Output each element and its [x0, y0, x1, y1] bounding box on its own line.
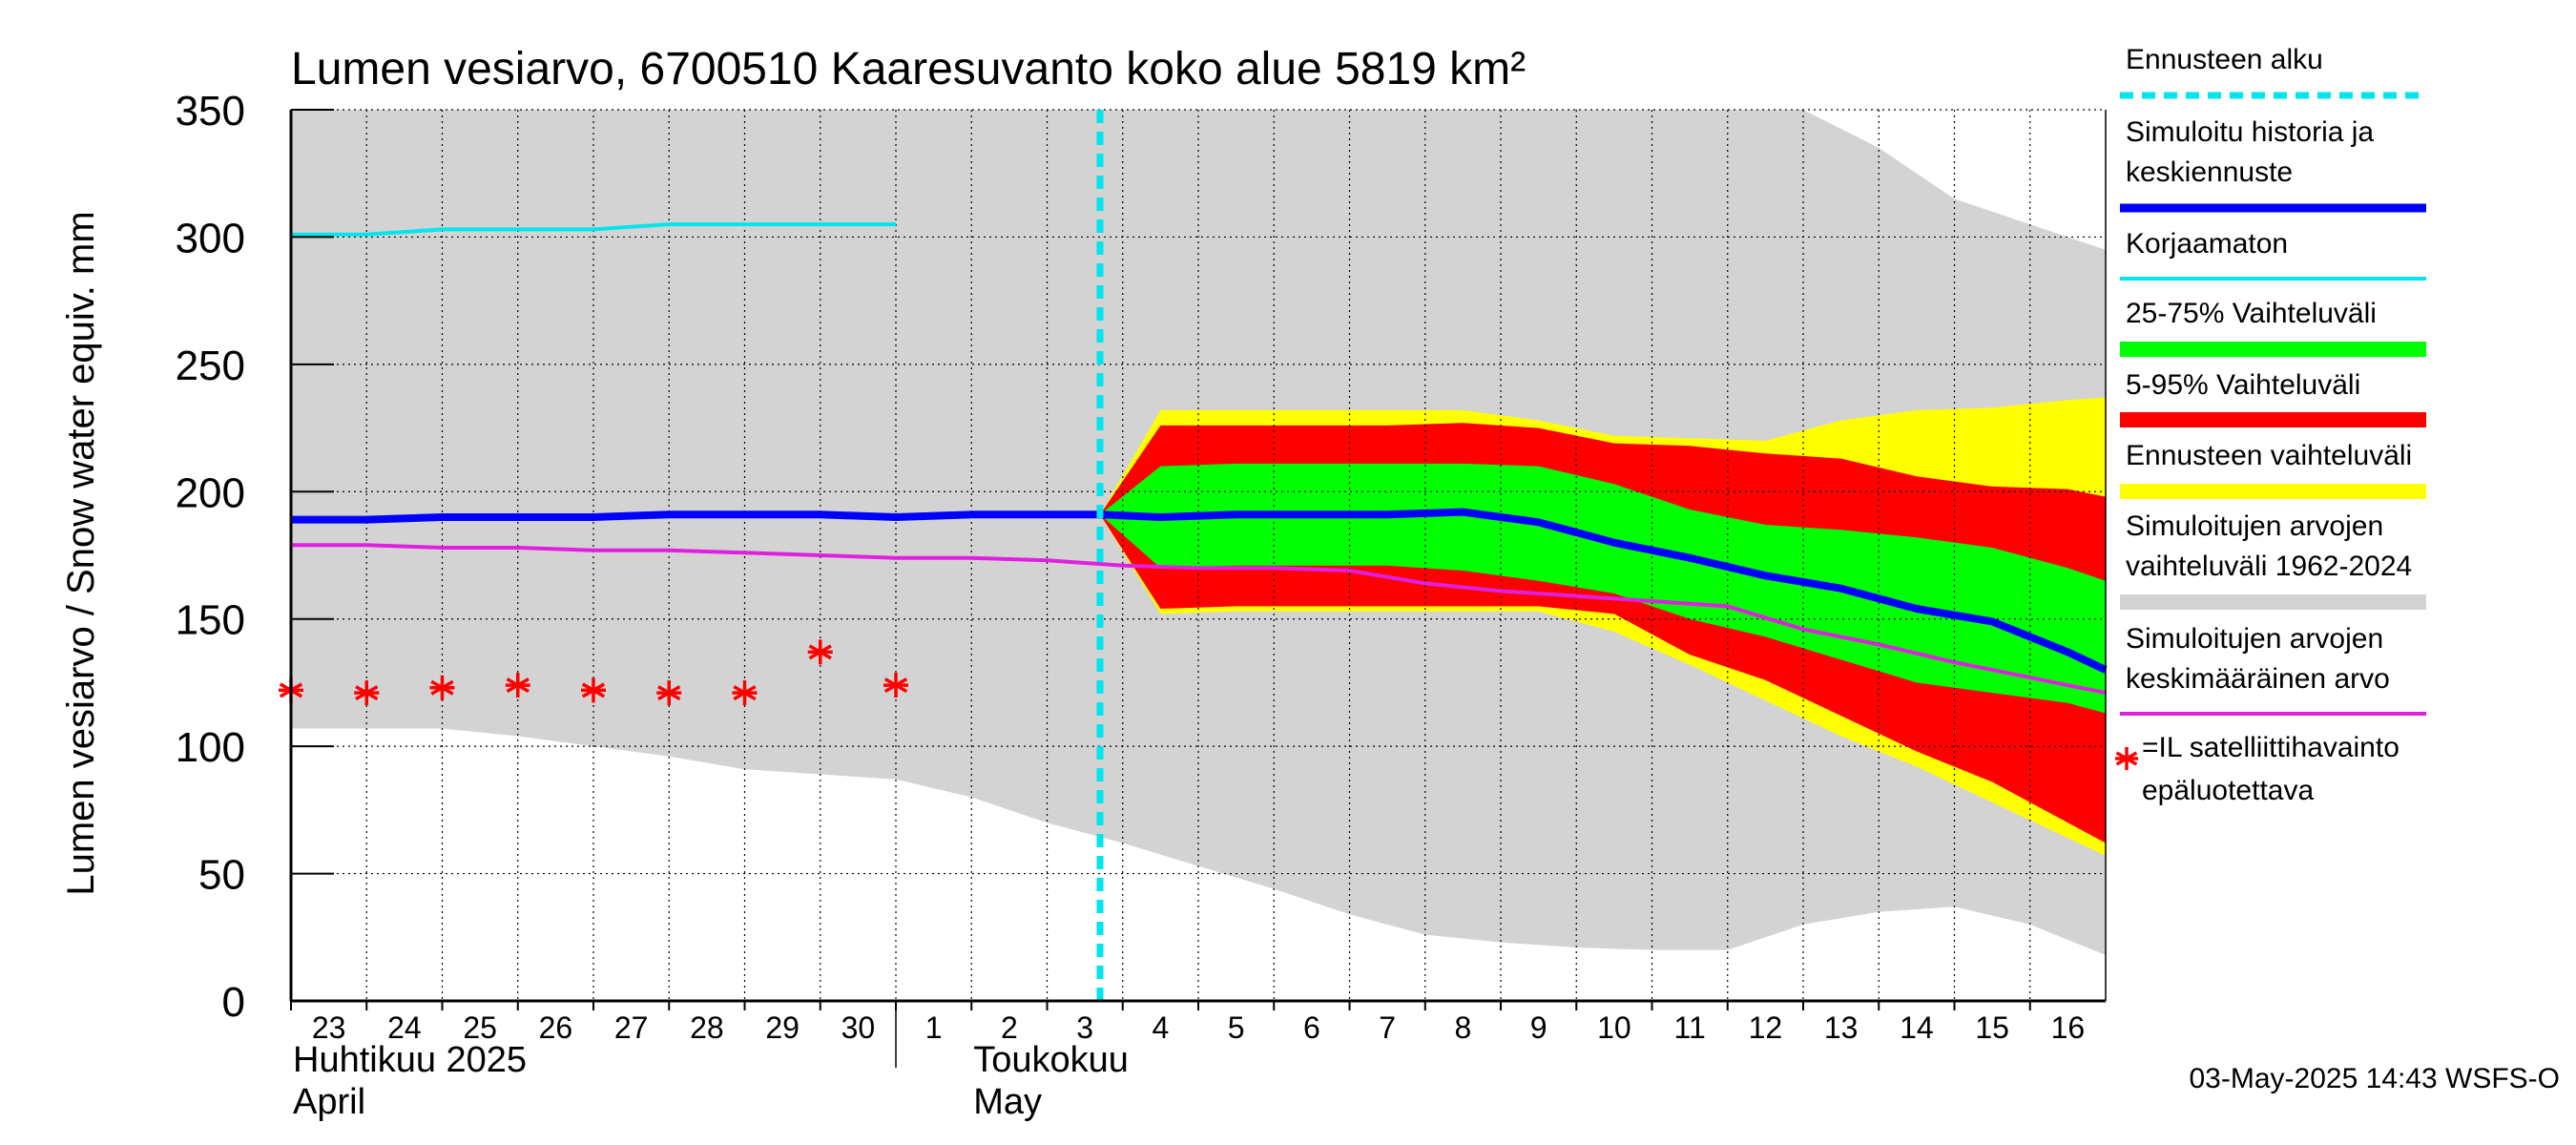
y-tick-label: 100	[176, 724, 245, 771]
x-tick-label: 9	[1530, 1010, 1548, 1045]
x-tick-label: 24	[387, 1010, 422, 1045]
month-label-en: May	[973, 1082, 1042, 1122]
legend-item-9: =IL satelliittihavainto epäluotettava	[2115, 732, 2399, 806]
legend-label: Ennusteen alku	[2126, 44, 2323, 75]
legend: Ennusteen alku Simuloitu historia ja keski…	[2115, 44, 2426, 806]
x-tick-label: 5	[1228, 1010, 1245, 1045]
band-25-75-vaihteluv-li	[1100, 463, 2106, 714]
timestamp-label: 03-May-2025 14:43 WSFS-O	[2190, 1063, 2561, 1094]
x-tick-label: 10	[1597, 1010, 1631, 1045]
y-tick-label: 300	[176, 215, 245, 261]
grid-lines	[291, 109, 2106, 1001]
x-tick-label: 29	[765, 1010, 800, 1045]
satellite-observation-point	[732, 680, 758, 706]
legend-label: 25-75% Vaihteluväli	[2126, 298, 2377, 329]
legend-label: =IL satelliittihavainto	[2142, 732, 2399, 763]
legend-item-3: Korjaamaton	[2120, 228, 2426, 281]
legend-item-2: Simuloitu historia ja keskiennuste	[2120, 116, 2426, 213]
x-tick-label: 14	[1900, 1010, 1934, 1045]
legend-swatch	[2120, 342, 2426, 357]
satellite-observation-point	[354, 680, 380, 706]
satellite-observation-point	[656, 680, 682, 706]
y-tick-label: 0	[222, 979, 245, 1026]
x-tick-label: 7	[1379, 1010, 1396, 1045]
legend-label: keskimääräinen arvo	[2126, 663, 2390, 695]
x-tick-label: 27	[614, 1010, 649, 1045]
x-tick-label: 13	[1824, 1010, 1859, 1045]
x-tick-label: 8	[1454, 1010, 1471, 1045]
y-tick-label: 350	[176, 88, 245, 135]
x-tick-label: 4	[1152, 1010, 1169, 1045]
legend-label: Simuloitujen arvojen	[2126, 623, 2383, 655]
satellite-observation-point	[883, 673, 908, 698]
line-simuloitu-historia-ja-keskiennuste	[291, 508, 2108, 674]
legend-swatch	[2120, 594, 2426, 610]
satellite-observation-point	[807, 639, 833, 665]
legend-label: Simuloitujen arvojen	[2126, 510, 2383, 542]
legend-label: epäluotettava	[2142, 775, 2314, 806]
y-tick-label: 200	[176, 469, 245, 516]
legend-label: 5-95% Vaihteluväli	[2126, 369, 2360, 401]
legend-label: keskiennuste	[2126, 156, 2293, 188]
legend-item-8: Simuloitujen arvojen keskimääräinen arvo	[2120, 623, 2426, 716]
x-tick-label: 3	[1076, 1010, 1093, 1045]
satellite-observation-point	[429, 675, 455, 700]
month-label: Toukokuu	[973, 1040, 1129, 1080]
legend-item-6: Ennusteen vaihteluväli	[2120, 440, 2426, 499]
satellite-observation-point	[2115, 747, 2138, 770]
satellite-observation-point	[505, 673, 530, 698]
x-tick-label: 6	[1303, 1010, 1320, 1045]
x-tick-label: 2	[1001, 1010, 1018, 1045]
x-tick-label: 1	[925, 1010, 943, 1045]
y-tick-label: 150	[176, 597, 245, 644]
legend-item-7: Simuloitujen arvojen vaihteluväli 1962-20…	[2120, 510, 2426, 610]
legend-item-1: Ennusteen alku	[2120, 44, 2426, 99]
line-simuloitujen-arvojen-keskim-r-inen-arvo	[291, 543, 2107, 696]
x-tick-label: 16	[2051, 1010, 2086, 1045]
y-axis-label: Lumen vesiarvo / Snow water equiv. mm	[60, 211, 102, 895]
x-tick-label: 12	[1749, 1010, 1783, 1045]
month-label-en: April	[293, 1082, 365, 1122]
y-tick-label: 250	[176, 343, 245, 389]
x-tick-label: 25	[463, 1010, 497, 1045]
x-tick-label: 23	[312, 1010, 346, 1045]
legend-swatch	[2120, 484, 2426, 499]
x-tick-label: 11	[1674, 1010, 1706, 1045]
legend-label: Korjaamaton	[2126, 228, 2288, 260]
y-tick-label: 50	[198, 852, 245, 899]
x-tick-label: 26	[539, 1010, 573, 1045]
x-tick-label: 15	[1975, 1010, 2009, 1045]
chart-title: Lumen vesiarvo, 6700510 Kaaresuvanto kok…	[291, 44, 1526, 94]
month-label: Huhtikuu 2025	[293, 1040, 527, 1080]
satellite-observation-point	[581, 677, 606, 703]
legend-item-4: 25-75% Vaihteluväli	[2120, 298, 2426, 357]
legend-label: Ennusteen vaihteluväli	[2126, 440, 2412, 471]
legend-label: vaihteluväli 1962-2024	[2126, 551, 2412, 582]
legend-item-5: 5-95% Vaihteluväli	[2120, 369, 2426, 427]
line-korjaamaton	[291, 222, 896, 237]
x-tick-label: 30	[841, 1010, 876, 1045]
legend-swatch	[2120, 412, 2426, 427]
x-tick-label: 28	[690, 1010, 724, 1045]
legend-label: Simuloitu historia ja	[2126, 116, 2374, 148]
